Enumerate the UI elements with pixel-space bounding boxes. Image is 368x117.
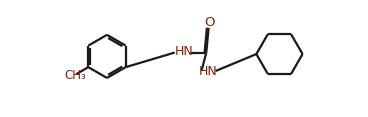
Text: CH₃: CH₃ xyxy=(64,69,86,82)
Text: HN: HN xyxy=(199,65,218,78)
Text: O: O xyxy=(204,16,215,29)
Text: HN: HN xyxy=(174,45,193,58)
